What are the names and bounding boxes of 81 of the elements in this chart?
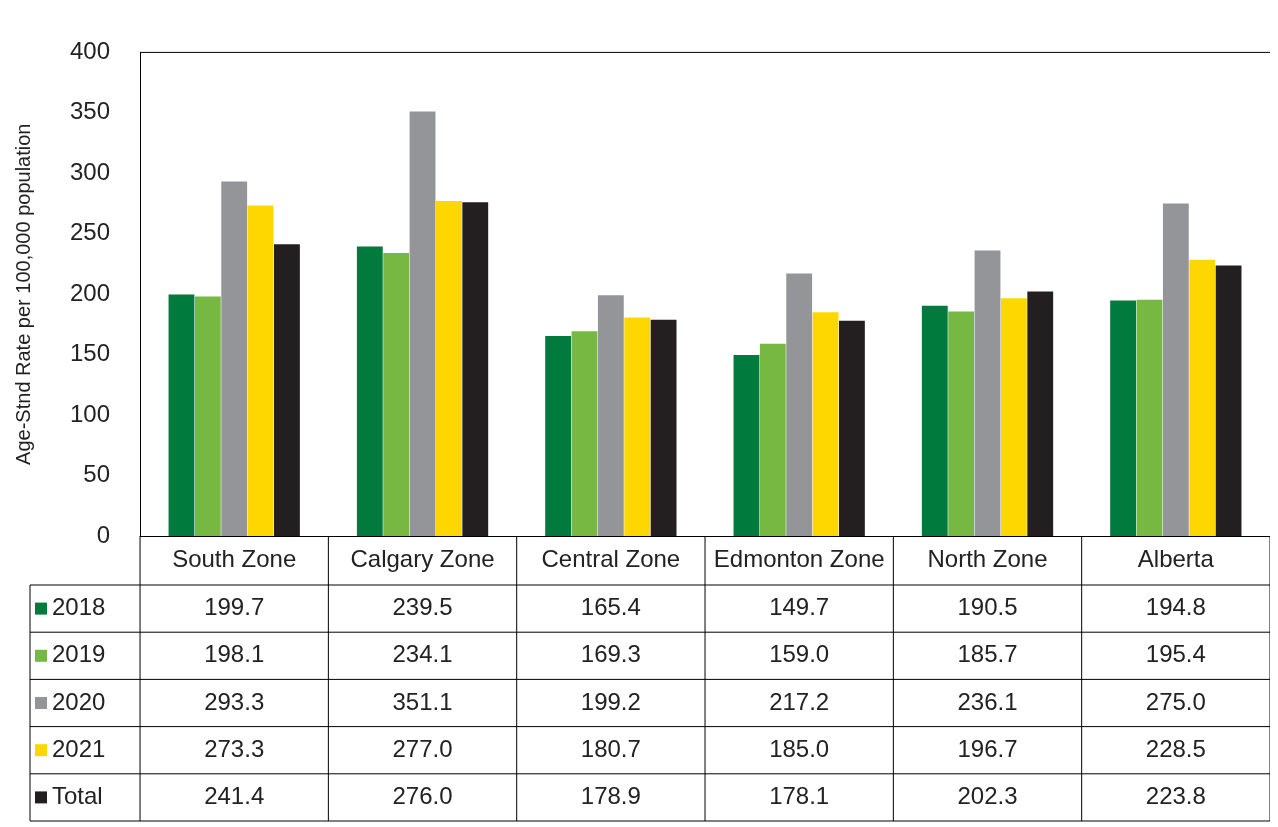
bar	[545, 336, 572, 536]
bar	[383, 252, 410, 536]
data-label: 196.7	[957, 734, 1018, 762]
data-label: 273.3	[204, 734, 265, 762]
bar	[624, 317, 651, 536]
data-label: 185.7	[957, 640, 1018, 668]
data-label: 239.5	[392, 593, 453, 621]
y-tick-label: 350	[70, 97, 111, 125]
data-label: 178.9	[580, 782, 641, 810]
legend-label: Total	[52, 782, 103, 810]
y-tick-label: 100	[70, 399, 111, 427]
y-tick-label: 0	[96, 520, 111, 548]
data-label: 202.3	[957, 782, 1018, 810]
bar	[1215, 265, 1242, 536]
data-label: 178.1	[769, 782, 830, 810]
y-axis-title: Age-Stnd Rate per 100,000 population	[11, 123, 34, 465]
bar	[356, 246, 383, 536]
y-tick-label: 400	[70, 37, 111, 65]
x-tick-label: North Zone	[927, 545, 1048, 573]
data-label: 351.1	[392, 687, 453, 715]
x-tick-label: Calgary Zone	[350, 545, 495, 573]
x-tick-label: Edmonton Zone	[713, 545, 885, 573]
data-label: 275.0	[1145, 687, 1206, 715]
data-label: 149.7	[769, 593, 830, 621]
data-label: 234.1	[392, 640, 453, 668]
data-label: 194.8	[1145, 593, 1206, 621]
data-label: 228.5	[1145, 734, 1206, 762]
bar	[921, 305, 948, 536]
x-tick-label: South Zone	[172, 545, 297, 573]
bar	[571, 331, 598, 536]
data-label: 241.4	[204, 782, 265, 810]
bar	[1027, 291, 1054, 536]
data-label: 236.1	[957, 687, 1018, 715]
data-label: 159.0	[769, 640, 830, 668]
bar	[247, 205, 274, 536]
data-label: 199.7	[204, 593, 265, 621]
bar	[1110, 300, 1137, 536]
bar	[274, 244, 300, 536]
x-tick-label: Central Zone	[541, 545, 681, 573]
x-tick-label: Alberta	[1137, 545, 1215, 573]
bar	[839, 320, 865, 536]
legend-label: 2020	[52, 687, 106, 715]
data-label: 199.2	[580, 687, 641, 715]
y-tick-label: 250	[70, 218, 111, 246]
bar	[650, 319, 677, 536]
bar	[462, 202, 489, 536]
data-label: 277.0	[392, 734, 453, 762]
bar	[194, 296, 221, 536]
data-label: 195.4	[1145, 640, 1206, 668]
data-label: 169.3	[580, 640, 641, 668]
bar	[759, 343, 786, 536]
data-label: 185.0	[769, 734, 830, 762]
bar	[1189, 259, 1216, 536]
data-label: 276.0	[392, 782, 453, 810]
bar	[435, 201, 462, 536]
y-tick-label: 300	[70, 157, 111, 185]
data-label: 198.1	[204, 640, 265, 668]
bar	[974, 250, 1001, 536]
bar	[733, 355, 760, 536]
data-label: 190.5	[957, 593, 1018, 621]
data-label: 180.7	[580, 734, 641, 762]
bar	[597, 295, 624, 536]
bar	[1000, 298, 1027, 536]
data-label: 293.3	[204, 687, 265, 715]
y-tick-label: 50	[83, 460, 111, 488]
bar	[409, 111, 436, 536]
legend-label: 2019	[52, 640, 106, 668]
bar	[1136, 299, 1163, 536]
bar	[168, 294, 195, 536]
bar	[221, 181, 248, 536]
data-label: 217.2	[769, 687, 830, 715]
bar	[786, 273, 813, 536]
legend-label: 2018	[52, 593, 106, 621]
y-tick-label: 150	[70, 339, 111, 367]
bar	[948, 311, 975, 536]
data-label: 165.4	[580, 593, 641, 621]
y-tick-label: 200	[70, 278, 111, 306]
bar	[1162, 203, 1189, 536]
bar	[812, 312, 839, 536]
legend-label: 2021	[52, 734, 106, 762]
data-label: 223.8	[1145, 782, 1206, 810]
